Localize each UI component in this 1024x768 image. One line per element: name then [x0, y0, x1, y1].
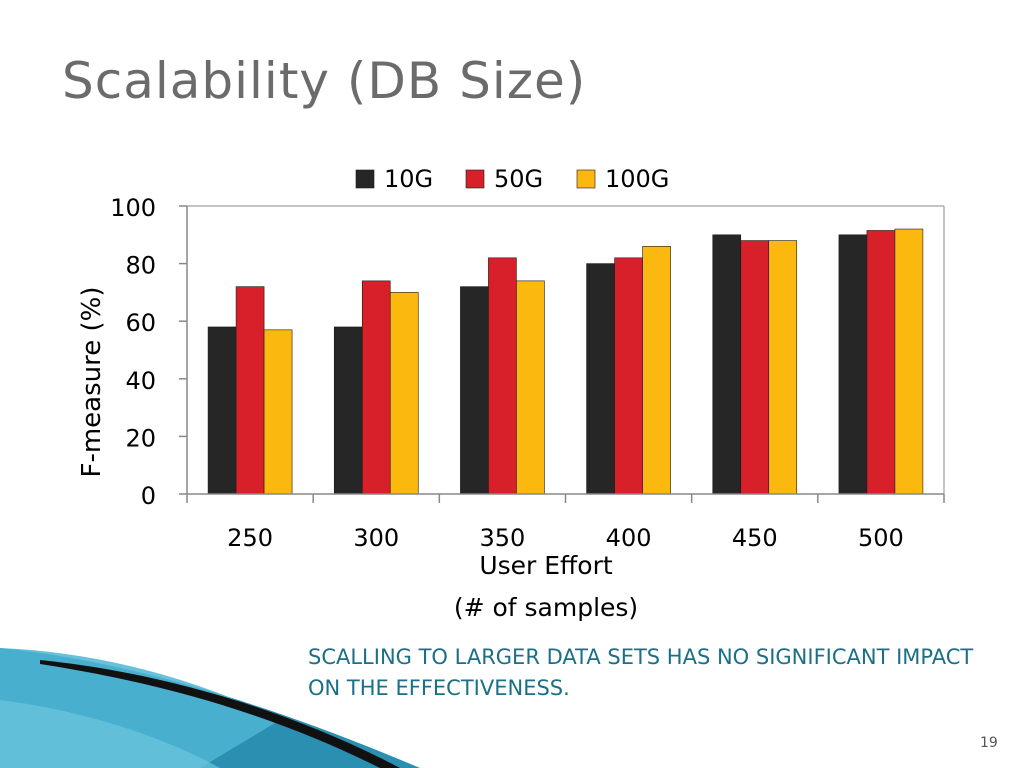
legend-swatch-100g: [576, 169, 596, 189]
y-tick-label: 80: [125, 252, 156, 280]
bar-10g-300: [333, 326, 363, 495]
x-axis: 250 300 350 400 450 500: [186, 493, 945, 552]
bar-100g-250: [263, 329, 293, 495]
legend-swatch-50g: [465, 169, 485, 189]
chart-legend: 10G 50G 100G: [355, 165, 669, 193]
bar-50g-250: [235, 286, 265, 495]
x-tick-label: 300: [353, 524, 399, 552]
y-axis: 0 20 40 60 80 100: [110, 194, 945, 510]
y-axis-label: F-measure (%): [77, 287, 107, 478]
y-tick-label: 0: [141, 482, 156, 510]
y-tick-label: 60: [125, 309, 156, 337]
x-tick-label: 250: [227, 524, 273, 552]
bar-10g-450: [712, 234, 742, 495]
bar-50g-400: [614, 257, 643, 495]
x-tick-label: 450: [732, 524, 778, 552]
bar-50g-300: [361, 280, 391, 495]
slide-title: Scalability (DB Size): [62, 52, 587, 110]
y-tick-label: 100: [110, 194, 156, 222]
bar-100g-300: [389, 292, 419, 495]
bar-50g-500: [866, 230, 896, 495]
y-tick-label: 40: [125, 367, 156, 395]
slide-caption: SCALLING TO LARGER DATA SETS HAS NO SIGN…: [308, 645, 974, 700]
bar-10g-350: [460, 286, 489, 495]
bar-10g-250: [207, 326, 237, 495]
y-tick-label: 20: [125, 424, 156, 452]
bar-chart: 10G 50G 100G 0 20 40 60 80 100 250 300 350 400 450 5…: [77, 165, 945, 622]
x-tick-label: 400: [606, 524, 652, 552]
page-number: 19: [980, 735, 998, 751]
bar-10g-400: [586, 263, 615, 495]
bar-50g-450: [740, 240, 770, 495]
legend-label-10g: 10G: [384, 165, 433, 193]
x-tick-label: 500: [858, 524, 904, 552]
legend-label-50g: 50G: [494, 165, 543, 193]
bar-50g-350: [488, 257, 517, 495]
bar-100g-500: [894, 228, 924, 495]
bar-100g-350: [516, 280, 545, 495]
x-axis-label: User Effort: [479, 551, 613, 580]
bar-100g-450: [768, 240, 798, 495]
bar-100g-400: [642, 246, 671, 495]
bar-series: [207, 228, 924, 495]
legend-swatch-10g: [355, 169, 375, 189]
bar-10g-500: [838, 234, 868, 495]
x-tick-label: 350: [480, 524, 526, 552]
x-axis-sublabel: (# of samples): [454, 593, 638, 622]
legend-label-100g: 100G: [605, 165, 669, 193]
